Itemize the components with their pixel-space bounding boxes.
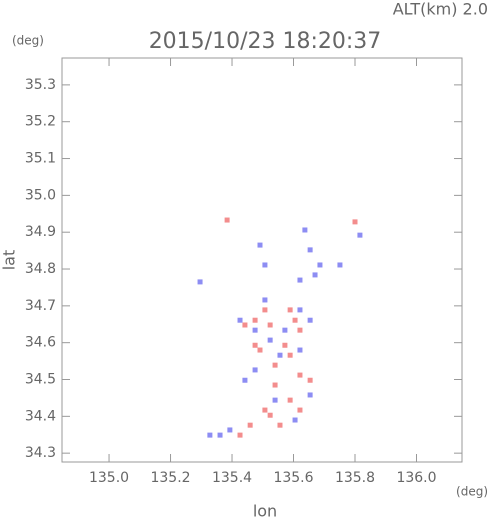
y-tick-label: 34.6 bbox=[25, 335, 56, 351]
echo-point bbox=[297, 407, 303, 413]
x-tick-label: 135.6 bbox=[273, 470, 313, 486]
echo-point bbox=[287, 352, 293, 358]
echo-point bbox=[282, 342, 288, 348]
plot-frame bbox=[61, 57, 463, 463]
echo-point bbox=[207, 432, 213, 438]
y-tick-label: 34.3 bbox=[25, 445, 56, 461]
y-tick-label: 35.1 bbox=[25, 151, 56, 167]
echo-point bbox=[272, 362, 278, 368]
echo-point bbox=[237, 317, 243, 323]
echo-point bbox=[302, 227, 308, 233]
echo-point bbox=[257, 242, 263, 248]
x-unit: (deg) bbox=[456, 485, 488, 499]
echo-point bbox=[247, 422, 253, 428]
echo-point bbox=[307, 392, 313, 398]
y-axis-label: lat bbox=[0, 250, 19, 271]
y-tick-label: 34.9 bbox=[25, 224, 56, 240]
x-tick-label: 135.2 bbox=[150, 470, 190, 486]
echo-point bbox=[257, 347, 263, 353]
echo-point bbox=[272, 397, 278, 403]
echo-point bbox=[217, 432, 223, 438]
echo-point bbox=[292, 317, 298, 323]
echo-point bbox=[307, 247, 313, 253]
x-tick-label: 135.4 bbox=[212, 470, 252, 486]
echo-point bbox=[242, 322, 248, 328]
altitude-label: ALT(km) 2.0 bbox=[393, 0, 488, 19]
x-tick-label: 135.8 bbox=[335, 470, 375, 486]
echo-point bbox=[297, 277, 303, 283]
echo-point bbox=[312, 272, 318, 278]
echo-point bbox=[307, 377, 313, 383]
echo-point bbox=[297, 347, 303, 353]
echo-point bbox=[252, 327, 258, 333]
echo-point bbox=[287, 307, 293, 313]
echo-point bbox=[267, 322, 273, 328]
y-tick-label: 34.5 bbox=[25, 372, 56, 388]
echo-point bbox=[267, 412, 273, 418]
echo-point bbox=[357, 232, 363, 238]
echo-point bbox=[292, 417, 298, 423]
y-tick-label: 35.2 bbox=[25, 114, 56, 130]
echo-point bbox=[307, 317, 313, 323]
echo-point bbox=[242, 377, 248, 383]
echo-point bbox=[267, 337, 273, 343]
x-tick-label: 136.0 bbox=[396, 470, 436, 486]
y-tick-label: 34.7 bbox=[25, 298, 56, 314]
x-tick-label: 135.0 bbox=[89, 470, 129, 486]
y-tick-label: 34.4 bbox=[25, 408, 56, 424]
echo-point bbox=[237, 432, 243, 438]
y-unit: (deg) bbox=[12, 34, 44, 48]
x-axis-label: lon bbox=[253, 502, 277, 521]
chart-title: 2015/10/23 18:20:37 bbox=[149, 29, 382, 54]
echo-point bbox=[352, 219, 358, 225]
echo-point bbox=[337, 262, 343, 268]
echo-point bbox=[262, 407, 268, 413]
echo-point bbox=[287, 397, 293, 403]
y-tick-label: 35.3 bbox=[25, 77, 56, 93]
echo-point bbox=[227, 427, 233, 433]
y-tick-label: 35.0 bbox=[25, 187, 56, 203]
echo-point bbox=[252, 342, 258, 348]
echo-point bbox=[224, 217, 230, 223]
echo-point bbox=[262, 297, 268, 303]
echo-point bbox=[277, 352, 283, 358]
echo-point bbox=[297, 372, 303, 378]
echo-point bbox=[297, 307, 303, 313]
echo-point bbox=[317, 262, 323, 268]
echo-point bbox=[297, 327, 303, 333]
echo-point bbox=[252, 317, 258, 323]
echo-point bbox=[277, 422, 283, 428]
echo-point bbox=[252, 367, 258, 373]
echo-point bbox=[262, 307, 268, 313]
echo-point bbox=[197, 279, 203, 285]
echo-point bbox=[272, 382, 278, 388]
echo-point bbox=[282, 327, 288, 333]
y-tick-label: 34.8 bbox=[25, 261, 56, 277]
echo-point bbox=[262, 262, 268, 268]
